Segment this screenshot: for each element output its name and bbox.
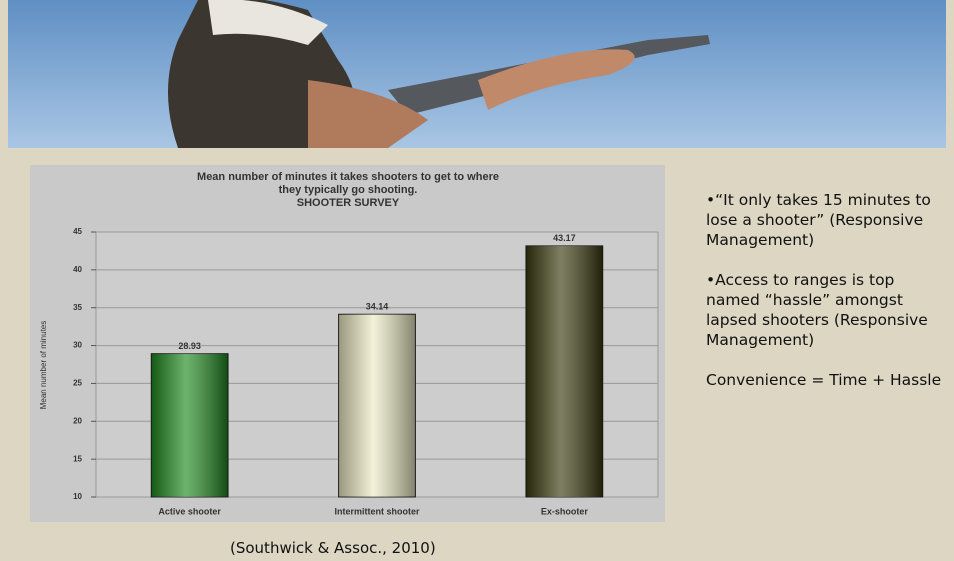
x-tick-label: Intermittent shooter (334, 506, 420, 516)
y-tick-label: 45 (73, 227, 82, 236)
x-tick-label: Ex-shooter (541, 506, 589, 516)
note: •Access to ranges is top named “hassle” … (706, 271, 928, 349)
bar-shading (151, 353, 229, 497)
data-label: 43.17 (553, 233, 576, 243)
bar-shading (338, 314, 416, 497)
y-tick-label: 10 (73, 492, 82, 501)
notes: •“It only takes 15 minutes to lose a sho… (706, 190, 946, 410)
bar-shading (525, 245, 603, 497)
photo (8, 0, 946, 148)
y-tick-label: 35 (73, 303, 82, 312)
chart-title: SHOOTER SURVEY (297, 197, 400, 209)
note: •“It only takes 15 minutes to lose a sho… (706, 191, 931, 249)
note: Convenience = Time + Hassle (706, 371, 942, 389)
y-tick-label: 15 (73, 454, 82, 463)
x-tick-label: Active shooter (158, 506, 221, 516)
y-tick-label: 30 (73, 341, 82, 350)
y-tick-label: 40 (73, 265, 82, 274)
data-label: 34.14 (366, 302, 389, 312)
data-label: 28.93 (178, 341, 201, 351)
source: (Southwick & Assoc., 2010) (230, 539, 436, 557)
chart-title: Mean number of minutes it takes shooters… (197, 171, 499, 183)
y-tick-label: 25 (73, 379, 82, 388)
y-axis-label: Mean number of minutes (39, 321, 48, 410)
chart-title: they typically go shooting. (279, 184, 418, 196)
y-tick-label: 20 (73, 416, 82, 425)
chart: Mean number of minutes it takes shooters… (30, 165, 665, 522)
